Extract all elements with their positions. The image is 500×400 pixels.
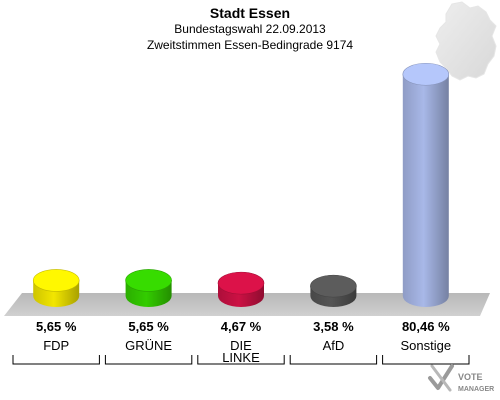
bar-top-cap xyxy=(32,269,80,292)
category-bracket xyxy=(12,355,100,365)
bar-top-cap xyxy=(217,271,265,295)
checkmark-cross-icon xyxy=(428,364,454,392)
category-bracket xyxy=(104,355,193,365)
category-bracket-group xyxy=(12,355,470,365)
category-label: Sonstige xyxy=(401,338,452,353)
vote-manager-logo: VOTE MANAGER xyxy=(428,364,494,393)
category-bracket xyxy=(197,355,285,365)
chart-subtitle-secondary: Zweitstimmen Essen-Bedingrade 9174 xyxy=(146,38,354,52)
germany-map-icon xyxy=(435,1,497,81)
category-bracket xyxy=(382,355,470,365)
bar-sonstige xyxy=(402,62,450,308)
value-label: 80,46 % xyxy=(402,319,450,334)
bar-fdp xyxy=(32,269,80,307)
value-label: 5,65 % xyxy=(36,319,77,334)
bar-group xyxy=(32,62,450,308)
bar-die-linke xyxy=(217,271,265,307)
chart-title: Stadt Essen xyxy=(209,5,291,21)
category-bracket xyxy=(289,355,378,365)
category-label: GRÜNE xyxy=(125,338,172,353)
logo-text-vote: VOTE xyxy=(458,372,483,382)
value-label: 3,58 % xyxy=(313,319,354,334)
category-label: FDP xyxy=(43,338,69,353)
value-label-group: 5,65 % 5,65 % 4,67 % 3,58 % 80,46 % xyxy=(36,319,450,334)
category-label-group: FDP GRÜNE DIE LINKE AfD Sonstige xyxy=(43,338,451,365)
bar-body xyxy=(402,74,449,308)
bar-gr-ne xyxy=(125,269,172,308)
chart-subtitle: Bundestagswahl 22.09.2013 xyxy=(174,22,326,36)
bar-top-cap xyxy=(310,274,357,298)
bar-top-cap xyxy=(125,269,172,292)
value-label: 4,67 % xyxy=(221,319,262,334)
value-label: 5,65 % xyxy=(128,319,169,334)
category-label: AfD xyxy=(323,338,345,353)
bar-top-cap xyxy=(402,62,450,86)
logo-text-manager: MANAGER xyxy=(458,386,494,393)
category-label: DIE LINKE xyxy=(222,338,260,365)
bar-afd xyxy=(310,274,357,307)
